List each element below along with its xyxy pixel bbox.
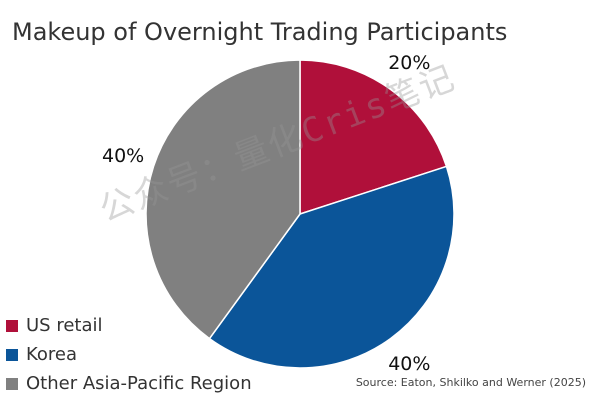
- legend-item-us-retail: US retail: [6, 311, 252, 340]
- legend-label-us-retail: US retail: [26, 315, 103, 336]
- source-note: Source: Eaton, Shkilko and Werner (2025): [355, 376, 586, 389]
- chart-title: Makeup of Overnight Trading Participants: [12, 18, 508, 46]
- legend-swatch-us-retail: [6, 319, 18, 332]
- legend-item-other-asia-pacific: Other Asia-Pacific Region: [6, 369, 252, 398]
- legend-label-korea: Korea: [26, 344, 78, 365]
- legend-label-other-asia-pacific: Other Asia-Pacific Region: [26, 373, 252, 394]
- pie-slice-us-retail: [299, 59, 448, 216]
- legend: US retail Korea Other Asia-Pacific Regio…: [6, 311, 252, 398]
- pie-slice-other-asia-pacific-region: [145, 59, 301, 340]
- pie-slice-korea: [208, 165, 455, 369]
- legend-swatch-other-asia-pacific: [6, 377, 18, 390]
- data-label-us-retail: 20%: [388, 52, 430, 74]
- legend-item-korea: Korea: [6, 340, 252, 369]
- data-label-other-asia-pacific-region: 40%: [102, 145, 144, 167]
- pie-slices: [145, 59, 455, 369]
- pie-data-labels: 20% 40% 40%: [102, 52, 430, 375]
- data-label-korea: 40%: [388, 353, 430, 375]
- legend-swatch-korea: [6, 348, 18, 361]
